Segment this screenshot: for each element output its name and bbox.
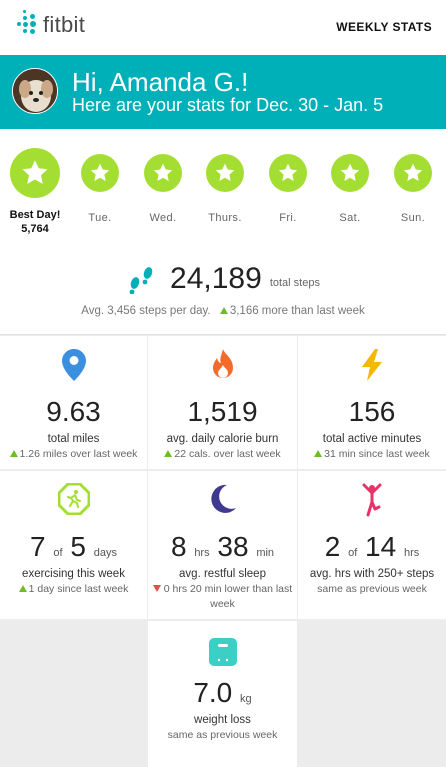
up-arrow-icon xyxy=(219,307,228,314)
total-steps: 24,189 total steps xyxy=(0,262,446,296)
avatar[interactable] xyxy=(12,68,58,114)
total-steps-value: 24,189 xyxy=(170,262,262,295)
steps-average: Avg. 3,456 steps per day. xyxy=(81,305,211,317)
exercise-of: of xyxy=(53,547,63,559)
location-pin-icon xyxy=(61,349,86,381)
star-icon xyxy=(144,154,182,192)
star-icon xyxy=(269,154,307,192)
day-thurs[interactable]: Thurs. xyxy=(203,154,247,224)
star-icon xyxy=(206,154,244,192)
exercise-days-goal: 5 xyxy=(70,531,86,562)
hourly-of: of xyxy=(348,547,358,559)
best-day-star-icon xyxy=(10,148,60,198)
weight-unit: kg xyxy=(240,693,252,705)
weekly-stats-label[interactable]: WEEKLY STATS xyxy=(336,20,432,34)
day-label: Sun. xyxy=(400,212,426,224)
calories-label: avg. daily calorie burn xyxy=(166,433,279,445)
tile-distance[interactable]: 9.63 total miles 1.26 miles over last we… xyxy=(0,336,147,469)
day-label: Sat. xyxy=(339,212,361,224)
steps-summary: Avg. 3,456 steps per day. 3,166 more tha… xyxy=(0,305,446,317)
miles-label: total miles xyxy=(47,433,100,445)
exercise-days-done: 7 xyxy=(30,531,46,562)
total-steps-unit: total steps xyxy=(269,277,320,289)
brand-name: fitbit xyxy=(43,12,86,37)
steps-delta: 3,166 more than last week xyxy=(229,305,365,317)
active-label: total active minutes xyxy=(322,433,422,445)
day-label: Thurs. xyxy=(208,212,242,224)
day-fri[interactable]: Fri. xyxy=(268,154,308,224)
sleep-hours: 8 xyxy=(170,531,187,562)
exercise-unit: days xyxy=(93,547,117,559)
day-tue[interactable]: Tue. xyxy=(80,154,120,224)
weight-note: same as previous week xyxy=(167,729,278,741)
calories-value: 1,519 xyxy=(187,396,258,427)
moon-icon xyxy=(210,484,236,513)
weight-value: 7.0 xyxy=(193,677,233,708)
day-sat[interactable]: Sat. xyxy=(330,154,370,224)
down-arrow-icon xyxy=(152,585,161,592)
stretching-person-icon xyxy=(362,483,382,517)
calories-note: 22 cals. over last week xyxy=(174,448,281,460)
sleep-minutes-unit: min xyxy=(256,547,275,559)
day-label: Fri. xyxy=(279,212,297,224)
hourly-hours-met: 2 xyxy=(324,531,341,562)
weight-label: weight loss xyxy=(194,714,251,726)
day-wed[interactable]: Wed. xyxy=(143,154,183,224)
day-sun[interactable]: Sun. xyxy=(393,154,433,224)
tile-weight[interactable]: 7.0 kg weight loss same as previous week xyxy=(148,621,297,767)
tile-hourly-activity[interactable]: 2 of 14 hrs avg. hrs with 250+ steps sam… xyxy=(298,471,446,619)
hourly-unit: hrs xyxy=(403,547,420,559)
exercise-runner-icon xyxy=(57,483,90,515)
best-day[interactable]: Best Day! 5,764 xyxy=(8,148,62,236)
sleep-label: avg. restful sleep xyxy=(179,568,266,580)
star-icon xyxy=(81,154,119,192)
greeting-banner: Hi, Amanda G.! Here are your stats for D… xyxy=(0,55,446,129)
exercise-label: exercising this week xyxy=(22,568,125,580)
hourly-label: avg. hrs with 250+ steps xyxy=(309,568,435,580)
tile-active-minutes[interactable]: 156 total active minutes 31 min since la… xyxy=(298,336,446,469)
sleep-hours-unit: hrs xyxy=(194,547,210,559)
sleep-minutes: 38 xyxy=(217,531,249,562)
fitbit-dots-icon xyxy=(15,10,37,38)
miles-note: 1.26 miles over last week xyxy=(19,448,138,460)
tile-sleep[interactable]: 8 hrs 38 min avg. restful sleep 0 hrs 20… xyxy=(148,471,297,619)
best-day-value: 5,764 xyxy=(21,223,49,235)
star-icon xyxy=(394,154,432,192)
best-day-label: Best Day! xyxy=(9,209,61,221)
up-arrow-icon xyxy=(9,450,18,457)
hourly-hours-goal: 14 xyxy=(365,531,397,562)
miles-value: 9.63 xyxy=(46,396,101,427)
flame-icon xyxy=(212,349,233,378)
day-label: Wed. xyxy=(149,212,177,224)
exercise-note: 1 day since last week xyxy=(28,583,129,595)
lightning-icon xyxy=(362,349,382,381)
scale-icon xyxy=(208,638,237,666)
up-arrow-icon xyxy=(18,585,27,592)
up-arrow-icon xyxy=(164,450,173,457)
hourly-note: same as previous week xyxy=(317,583,427,595)
up-arrow-icon xyxy=(314,450,323,457)
footsteps-icon xyxy=(129,267,153,294)
day-label: Tue. xyxy=(88,212,112,224)
active-note: 31 min since last week xyxy=(324,448,430,460)
active-value: 156 xyxy=(348,396,396,427)
sleep-note: 0 hrs 20 min lower than last week xyxy=(163,583,293,610)
date-range-subtitle: Here are your stats for Dec. 30 - Jan. 5 xyxy=(72,95,384,115)
tile-calories[interactable]: 1,519 avg. daily calorie burn 22 cals. o… xyxy=(148,336,297,469)
star-icon xyxy=(331,154,369,192)
tile-exercise[interactable]: 7 of 5 days exercising this week 1 day s… xyxy=(0,471,147,619)
fitbit-logo[interactable]: fitbit xyxy=(15,10,86,38)
top-header: fitbit WEEKLY STATS xyxy=(0,0,446,55)
greeting-title: Hi, Amanda G.! xyxy=(72,67,249,97)
